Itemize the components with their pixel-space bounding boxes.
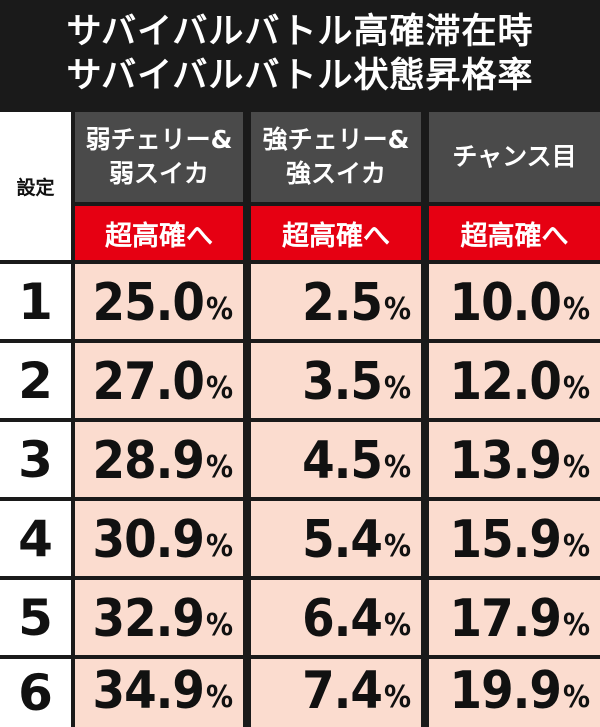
cell-value: 30.9 bbox=[92, 510, 205, 570]
percent-sign: % bbox=[205, 680, 233, 715]
table-cell: 10.0% bbox=[429, 264, 600, 339]
percent-sign: % bbox=[205, 529, 233, 564]
row-setting-label: 3 bbox=[0, 422, 71, 497]
percent-sign: % bbox=[205, 371, 233, 406]
table-cell: 2.5% bbox=[251, 264, 421, 339]
setting-header: 設定 bbox=[0, 112, 71, 260]
cell-value: 27.0 bbox=[92, 352, 205, 412]
row-setting-label: 4 bbox=[0, 501, 71, 576]
cell-value: 10.0 bbox=[449, 273, 562, 333]
percent-sign: % bbox=[205, 608, 233, 643]
percent-sign: % bbox=[562, 680, 590, 715]
row-setting-label: 2 bbox=[0, 343, 71, 418]
percent-sign: % bbox=[562, 292, 590, 327]
cell-value: 13.9 bbox=[449, 431, 562, 491]
row-setting-label: 1 bbox=[0, 264, 71, 339]
cell-value: 3.5 bbox=[302, 352, 383, 412]
table-cell: 32.9% bbox=[75, 580, 243, 655]
percent-sign: % bbox=[205, 450, 233, 485]
percent-sign: % bbox=[383, 680, 411, 715]
title-line-1: サバイバルバトル高確滞在時 bbox=[66, 12, 534, 52]
table-cell: 4.5% bbox=[251, 422, 421, 497]
cell-value: 32.9 bbox=[92, 589, 205, 649]
table-cell: 5.4% bbox=[251, 501, 421, 576]
table-cell: 28.9% bbox=[75, 422, 243, 497]
cell-value: 5.4 bbox=[302, 510, 383, 570]
cell-value: 25.0 bbox=[92, 273, 205, 333]
column-subheader: 超高確へ bbox=[75, 206, 243, 260]
column-header-weak-cherry-watermelon: 弱チェリー& 弱スイカ bbox=[75, 112, 243, 202]
percent-sign: % bbox=[562, 608, 590, 643]
column-subheader: 超高確へ bbox=[429, 206, 600, 260]
table-cell: 3.5% bbox=[251, 343, 421, 418]
column-header-chance-eye: チャンス目 bbox=[429, 112, 600, 202]
percent-sign: % bbox=[562, 450, 590, 485]
column-header-line1: 弱チェリー& bbox=[85, 125, 233, 154]
title-line-2: サバイバルバトル状態昇格率 bbox=[66, 56, 534, 96]
percent-sign: % bbox=[383, 529, 411, 564]
table-cell: 17.9% bbox=[429, 580, 600, 655]
table-cell: 7.4% bbox=[251, 659, 421, 727]
cell-value: 15.9 bbox=[449, 510, 562, 570]
table-cell: 30.9% bbox=[75, 501, 243, 576]
percent-sign: % bbox=[383, 371, 411, 406]
cell-value: 7.4 bbox=[302, 661, 383, 721]
cell-value: 4.5 bbox=[302, 431, 383, 491]
table-cell: 15.9% bbox=[429, 501, 600, 576]
percent-sign: % bbox=[383, 450, 411, 485]
percent-sign: % bbox=[205, 292, 233, 327]
column-header-strong-cherry-watermelon: 強チェリー& 強スイカ bbox=[251, 112, 421, 202]
row-setting-label: 6 bbox=[0, 659, 71, 727]
percent-sign: % bbox=[383, 292, 411, 327]
column-header-line1: チャンス目 bbox=[452, 142, 577, 171]
cell-value: 28.9 bbox=[92, 431, 205, 491]
table-cell: 27.0% bbox=[75, 343, 243, 418]
column-header-line2: 強スイカ bbox=[285, 159, 386, 188]
percent-sign: % bbox=[383, 608, 411, 643]
page-title: サバイバルバトル高確滞在時 サバイバルバトル状態昇格率 bbox=[0, 0, 600, 108]
table-cell: 13.9% bbox=[429, 422, 600, 497]
cell-value: 2.5 bbox=[302, 273, 383, 333]
table-cell: 12.0% bbox=[429, 343, 600, 418]
table-cell: 25.0% bbox=[75, 264, 243, 339]
percent-sign: % bbox=[562, 371, 590, 406]
cell-value: 19.9 bbox=[449, 661, 562, 721]
column-header-line1: 強チェリー& bbox=[262, 125, 410, 154]
table-cell: 6.4% bbox=[251, 580, 421, 655]
column-subheader: 超高確へ bbox=[251, 206, 421, 260]
table-cell: 19.9% bbox=[429, 659, 600, 727]
cell-value: 12.0 bbox=[449, 352, 562, 412]
table-cell: 34.9% bbox=[75, 659, 243, 727]
percent-sign: % bbox=[562, 529, 590, 564]
cell-value: 34.9 bbox=[92, 661, 205, 721]
cell-value: 6.4 bbox=[302, 589, 383, 649]
row-setting-label: 5 bbox=[0, 580, 71, 655]
cell-value: 17.9 bbox=[449, 589, 562, 649]
column-header-line2: 弱スイカ bbox=[108, 159, 209, 188]
